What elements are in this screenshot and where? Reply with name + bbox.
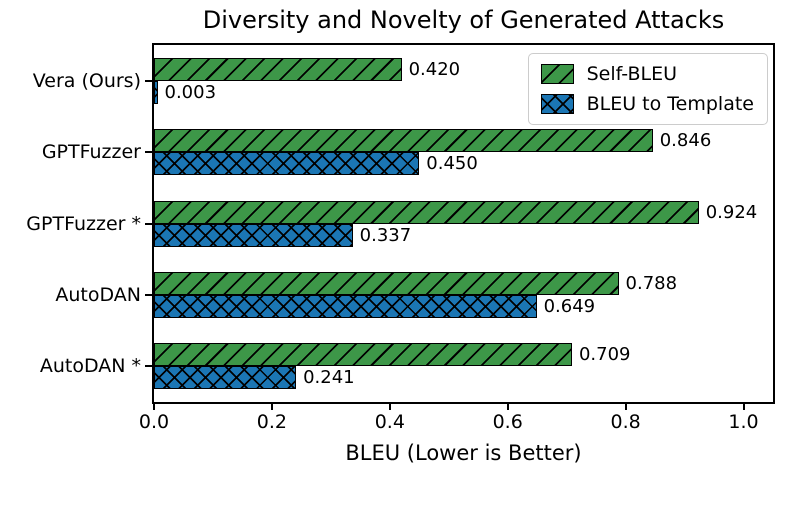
category-label: GPTFuzzer * <box>26 212 141 235</box>
bar-value-label: 0.788 <box>625 272 678 294</box>
self-bleu-bar <box>154 129 653 153</box>
x-tick <box>388 404 391 410</box>
legend-item-self-bleu: Self-BLEU <box>540 62 754 86</box>
x-tick-label: 0.0 <box>138 411 170 433</box>
bar-row-self-bleu: 0.924 <box>154 200 758 224</box>
x-axis-label: BLEU (Lower is Better) <box>345 441 582 465</box>
bar-value-label: 0.420 <box>408 58 461 80</box>
bleu-to-template-bar <box>154 366 297 390</box>
bar-row-self-bleu: 0.846 <box>154 129 712 153</box>
x-tick-label: 1.0 <box>728 411 759 433</box>
bar-value-label: 0.924 <box>705 201 758 223</box>
y-tick <box>145 151 152 154</box>
x-tick <box>506 404 509 410</box>
legend-item-bleu-to-template: BLEU to Template <box>540 92 754 116</box>
self-bleu-bar <box>154 200 699 224</box>
bar-value-label: 0.003 <box>164 81 217 103</box>
bar-value-label: 0.846 <box>659 130 712 152</box>
x-tick-label: 0.6 <box>492 411 523 433</box>
bleu-to-template-bar <box>154 294 537 318</box>
bleu-to-template-swatch-icon <box>540 94 574 114</box>
bar-value-label: 0.241 <box>303 367 355 389</box>
plot-area: Self-BLEU BLEU to Template 0.420 0.003 0.8… <box>152 43 775 404</box>
self-bleu-swatch-icon <box>540 64 574 84</box>
x-tick-label: 0.8 <box>610 411 641 433</box>
y-tick <box>145 222 152 225</box>
self-bleu-bar <box>154 343 572 367</box>
y-tick <box>145 365 152 368</box>
bar-value-label: 0.337 <box>359 224 412 246</box>
y-tick <box>145 293 152 296</box>
bar-row-self-bleu: 0.420 <box>154 57 461 81</box>
bleu-to-template-bar <box>154 223 353 247</box>
bar-row-bleu-to-template: 0.003 <box>154 80 217 104</box>
category-label: AutoDAN * <box>39 355 141 378</box>
legend: Self-BLEU BLEU to Template <box>527 53 768 125</box>
bar-value-label: 0.450 <box>426 153 478 175</box>
bar-row-bleu-to-template: 0.337 <box>154 223 412 247</box>
x-tick-label: 0.4 <box>374 411 405 433</box>
chart-title: Diversity and Novelty of Generated Attac… <box>202 6 725 34</box>
x-tick <box>270 404 273 410</box>
category-label: GPTFuzzer <box>41 141 141 164</box>
bleu-to-template-bar <box>154 152 420 176</box>
bar-value-label: 0.649 <box>543 295 596 317</box>
bar-row-self-bleu: 0.709 <box>154 343 631 367</box>
bar-value-label: 0.709 <box>578 344 631 366</box>
legend-label: BLEU to Template <box>586 93 754 115</box>
bar-row-bleu-to-template: 0.649 <box>154 294 596 318</box>
bar-row-self-bleu: 0.788 <box>154 271 678 295</box>
legend-label: Self-BLEU <box>586 63 677 85</box>
bar-row-bleu-to-template: 0.241 <box>154 366 355 390</box>
category-label: AutoDAN <box>55 283 141 306</box>
bleu-to-template-bar <box>154 80 158 104</box>
x-tick-label: 0.2 <box>256 411 287 433</box>
y-tick <box>145 79 152 82</box>
x-tick <box>742 404 745 410</box>
x-tick <box>624 404 627 410</box>
self-bleu-bar <box>154 57 402 81</box>
category-label: Vera (Ours) <box>32 69 141 92</box>
bar-row-bleu-to-template: 0.450 <box>154 152 478 176</box>
x-tick <box>153 404 155 410</box>
self-bleu-bar <box>154 271 619 295</box>
